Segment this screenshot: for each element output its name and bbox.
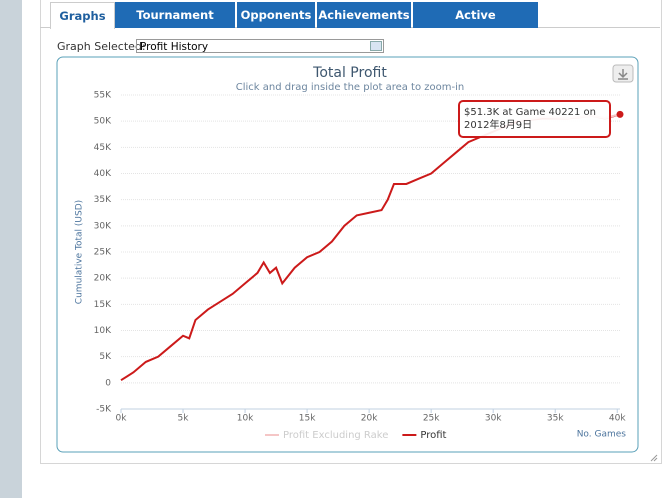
tab[interactable]: Tournament History xyxy=(115,2,235,48)
y-tick-label: 10K xyxy=(94,326,112,336)
y-tick-label: 45K xyxy=(94,143,112,153)
x-tick-label: 20k xyxy=(361,414,378,424)
tooltip-box xyxy=(458,100,611,138)
x-axis-title: No. Games xyxy=(577,430,627,440)
hover-point xyxy=(616,110,624,118)
y-tick-label: 5K xyxy=(99,352,112,362)
chart-title: Total Profit xyxy=(312,65,387,81)
select-value: Profit History xyxy=(140,41,209,53)
y-tick-label: 40K xyxy=(94,169,112,179)
x-tick-label: 10k xyxy=(237,414,254,424)
tooltip-text: 2012年8月9日 xyxy=(464,118,532,131)
chart-subtitle: Click and drag inside the plot area to z… xyxy=(236,82,464,93)
legend-label: Profit Excluding Rake xyxy=(283,430,388,441)
y-tick-label: 50K xyxy=(94,117,112,127)
side-strip xyxy=(0,0,22,498)
tab[interactable]: Opponents xyxy=(237,2,315,28)
select-arrow[interactable] xyxy=(370,41,382,51)
x-tick-label: 5k xyxy=(178,414,190,424)
tab[interactable]: Active Tournaments xyxy=(413,2,538,48)
x-tick-label: 25k xyxy=(423,414,440,424)
y-tick-label: 25K xyxy=(94,248,112,258)
legend-label: Profit xyxy=(420,430,446,441)
y-tick-label: 15K xyxy=(94,300,112,310)
y-axis-title: Cumulative Total (USD) xyxy=(75,200,85,304)
y-tick-label: 0 xyxy=(105,378,111,388)
y-tick-label: 35K xyxy=(94,195,112,205)
y-tick-label: 55K xyxy=(94,91,112,101)
export-icon xyxy=(618,69,628,80)
y-tick-label: -5K xyxy=(96,405,112,415)
x-tick-label: 0k xyxy=(116,414,128,424)
tab[interactable]: Graphs xyxy=(50,2,115,29)
y-tick-label: 30K xyxy=(94,221,112,231)
chart-frame xyxy=(56,56,639,453)
x-tick-label: 40k xyxy=(609,414,626,424)
x-tick-label: 30k xyxy=(485,414,502,424)
x-tick-label: 15k xyxy=(299,414,316,424)
y-tick-label: 20K xyxy=(94,274,112,284)
tooltip-text: $51.3K at Game 40221 on xyxy=(464,107,596,118)
x-tick-label: 35k xyxy=(547,414,564,424)
resize-grip xyxy=(650,454,658,462)
tab[interactable]: Achievements xyxy=(317,2,411,28)
select-label: Graph Selected: xyxy=(57,40,146,53)
graph-select[interactable]: Profit History xyxy=(136,39,384,53)
